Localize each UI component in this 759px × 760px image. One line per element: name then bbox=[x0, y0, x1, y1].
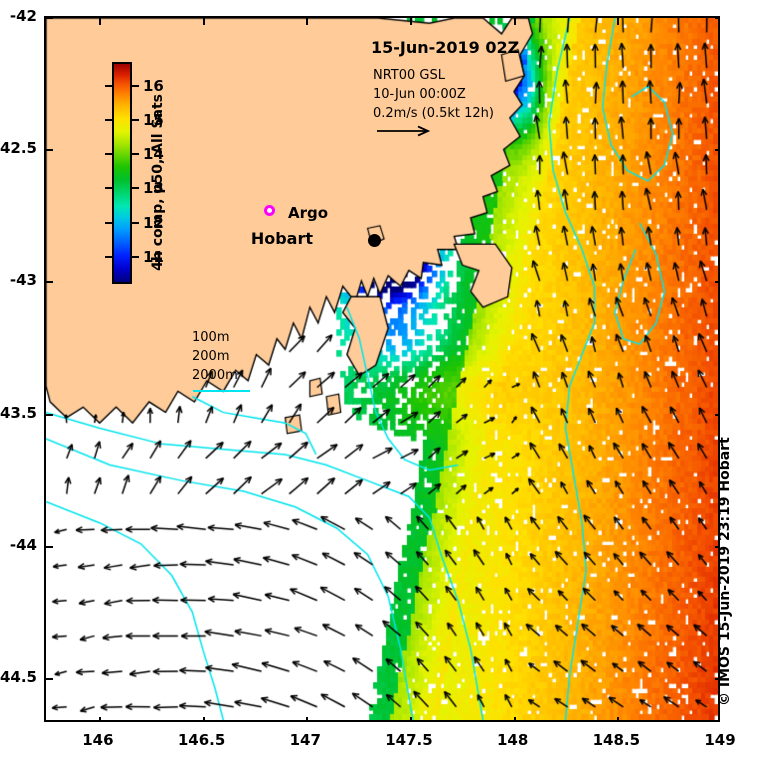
x-axis-tick bbox=[617, 717, 620, 720]
y-axis-tick-label: -44 bbox=[9, 535, 37, 554]
colorbar-tick bbox=[132, 84, 139, 87]
y-axis-tick bbox=[715, 18, 718, 19]
x-axis-tick-label: 148.5 bbox=[592, 731, 641, 749]
x-axis-tick bbox=[513, 18, 516, 25]
colorbar-tick bbox=[105, 255, 112, 258]
colorbar-tick bbox=[105, 221, 112, 224]
colorbar-title: 4h comp, p50, All Sats bbox=[150, 94, 166, 271]
x-axis-tick bbox=[202, 18, 205, 25]
colorbar-tick bbox=[132, 187, 139, 190]
vector-legend-line1: NRT00 GSL bbox=[373, 68, 445, 83]
x-axis-tick-label: 146 bbox=[82, 731, 114, 749]
y-axis-tick bbox=[46, 281, 53, 284]
x-axis-tick bbox=[617, 18, 620, 25]
vector-legend: NRT00 GSL 10-Jun 00:00Z 0.2m/s (0.5kt 12… bbox=[373, 66, 494, 123]
colorbar-group: 16 15 14 13 12 11 bbox=[105, 62, 164, 284]
x-axis-tick bbox=[306, 717, 309, 720]
colorbar-tick-label: 13 bbox=[143, 179, 164, 198]
sst-heatmap-canvas bbox=[46, 18, 718, 720]
y-axis-tick bbox=[46, 545, 53, 548]
map-plot-area: 15-Jun-2019 02Z NRT00 GSL 10-Jun 00:00Z … bbox=[44, 16, 720, 722]
colorbar-tick bbox=[105, 153, 112, 156]
vector-legend-line2: 10-Jun 00:00Z bbox=[373, 87, 466, 102]
x-axis-tick-label: 146.5 bbox=[177, 731, 226, 749]
colorbar-tick-label: 16 bbox=[143, 76, 164, 95]
colorbar-tick-label: 14 bbox=[143, 145, 164, 164]
x-axis-tick bbox=[202, 717, 205, 720]
y-axis-tick-label: -44.5 bbox=[0, 668, 37, 687]
y-axis-tick bbox=[715, 149, 718, 152]
y-axis-tick bbox=[715, 678, 718, 681]
x-axis-tick-label: 147 bbox=[289, 731, 321, 749]
argo-float-marker[interactable] bbox=[264, 205, 275, 216]
y-axis-tick-label: -43 bbox=[9, 271, 37, 290]
bathymetry-200m-label: 200m bbox=[192, 349, 230, 364]
colorbar-tick bbox=[132, 153, 139, 156]
colorbar-tick bbox=[132, 119, 139, 122]
vector-legend-line3: 0.2m/s (0.5kt 12h) bbox=[373, 106, 494, 121]
x-axis-tick bbox=[98, 18, 101, 25]
bathymetry-100m-label: 100m bbox=[192, 330, 230, 345]
x-axis-tick-label: 148 bbox=[496, 731, 529, 749]
y-axis-tick bbox=[46, 413, 53, 416]
y-axis-tick bbox=[46, 678, 53, 681]
colorbar-tick-label: 15 bbox=[143, 111, 164, 130]
x-axis-tick-label: 149 bbox=[704, 731, 736, 749]
argo-label: Argo bbox=[288, 204, 329, 222]
right-arrow-icon bbox=[377, 125, 431, 137]
colorbar-gradient bbox=[112, 62, 132, 284]
colorbar-tick-label: 11 bbox=[143, 247, 164, 266]
y-axis-tick bbox=[715, 413, 718, 416]
x-axis-tick bbox=[409, 717, 412, 720]
hobart-label: Hobart bbox=[250, 229, 313, 248]
copyright-credit: © IMOS 15-Jun-2019 23:19 Hobart bbox=[717, 437, 733, 706]
x-axis-tick bbox=[98, 717, 101, 720]
hobart-city-marker[interactable] bbox=[368, 234, 381, 247]
y-axis-tick bbox=[715, 545, 718, 548]
colorbar-tick bbox=[132, 255, 139, 258]
colorbar-tick bbox=[132, 221, 139, 224]
y-axis-tick bbox=[46, 18, 53, 19]
y-axis-tick-label: -42.5 bbox=[0, 139, 37, 158]
x-axis-tick bbox=[306, 18, 309, 25]
bathymetry-2000m-label: 2000m bbox=[192, 368, 238, 383]
x-axis-tick bbox=[513, 717, 516, 720]
x-axis-tick bbox=[409, 18, 412, 25]
bathymetry-contour-swatch bbox=[193, 390, 250, 392]
y-axis-tick-label: -43.5 bbox=[0, 403, 37, 422]
colorbar-tick bbox=[105, 84, 112, 87]
colorbar-tick bbox=[105, 187, 112, 190]
map-title-date: 15-Jun-2019 02Z bbox=[371, 38, 520, 57]
y-axis-tick bbox=[46, 149, 53, 152]
y-axis-tick-label: -42 bbox=[9, 7, 37, 25]
colorbar-tick-label: 12 bbox=[143, 213, 164, 232]
y-axis-tick bbox=[715, 281, 718, 284]
x-axis-tick-label: 147.5 bbox=[385, 731, 433, 749]
bathymetry-legend: 100m 200m 2000m bbox=[192, 328, 238, 385]
colorbar-tick bbox=[105, 119, 112, 122]
